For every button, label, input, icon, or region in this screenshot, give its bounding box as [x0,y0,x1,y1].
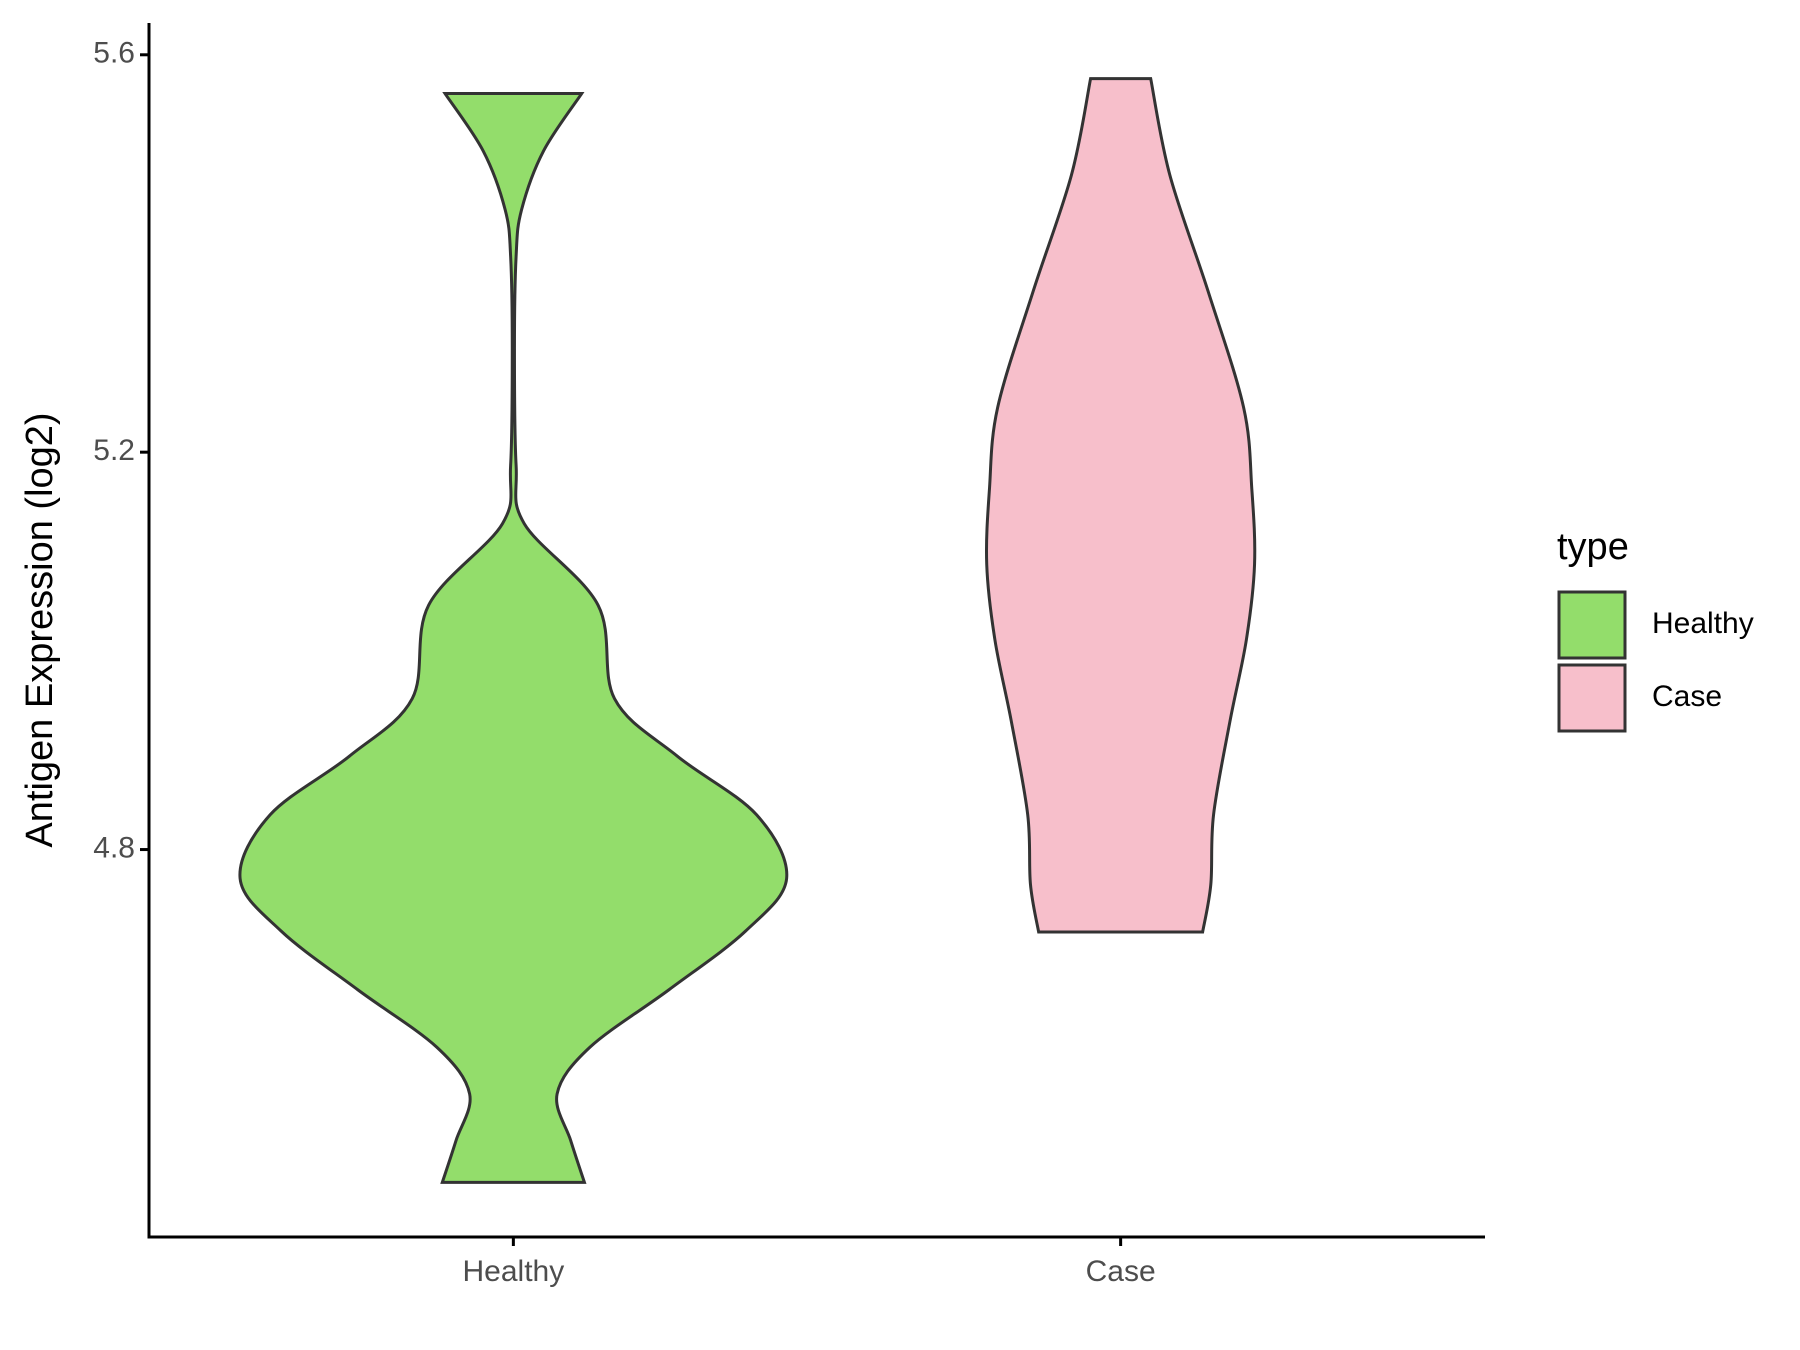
x-tick-label: Case [1086,1255,1156,1288]
legend-key [1557,663,1627,733]
y-tick-label: 5.2 [93,434,135,467]
violin [238,92,789,1184]
legend-label: Healthy [1652,607,1754,640]
violin [985,77,1257,934]
y-axis-title: Antigen Expression (log2) [19,412,61,847]
legend-label: Case [1652,680,1722,713]
legend-title: type [1557,526,1629,568]
y-tick-label: 4.8 [93,831,135,864]
y-tick-label: 5.6 [93,37,135,70]
legend-key [1557,590,1627,660]
x-tick-label: Healthy [463,1255,565,1288]
